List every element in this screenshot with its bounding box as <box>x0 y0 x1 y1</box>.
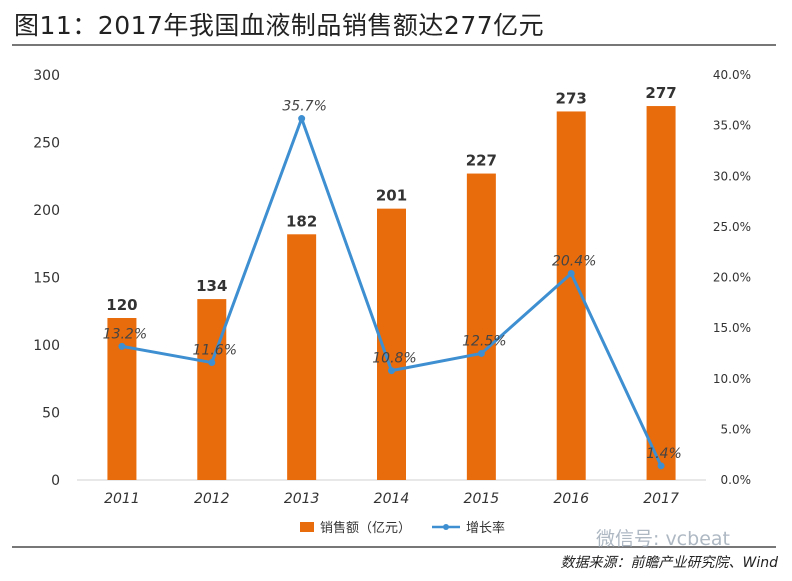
legend-line-marker <box>443 524 449 530</box>
watermark: 微信号: vcbeat <box>596 528 730 550</box>
bar-value-label: 273 <box>556 89 587 107</box>
right-axis-tick-label: 20.0% <box>713 271 751 285</box>
bar-series: 120 134 182 201 227 273 277 <box>106 84 677 481</box>
right-axis-tick-label: 25.0% <box>713 220 751 234</box>
left-axis-tick-label: 50 <box>42 406 60 422</box>
growth-rate-point <box>208 359 216 367</box>
x-axis-tick-label: 2011 <box>104 491 140 507</box>
right-axis-tick-label: 40.0% <box>713 68 751 82</box>
right-axis-tick-label: 5.0% <box>721 422 752 436</box>
footer-divider <box>12 546 776 548</box>
growth-rate-label: 20.4% <box>552 253 596 269</box>
left-axis-tick-label: 200 <box>33 203 60 219</box>
x-axis-tick-label: 2013 <box>284 491 320 507</box>
legend: 销售额（亿元） 增长率 <box>300 520 505 536</box>
left-axis-tick-label: 300 <box>33 68 60 84</box>
bar-value-label: 134 <box>196 277 227 295</box>
x-axis-tick-label: 2014 <box>374 491 410 507</box>
growth-rate-label: 35.7% <box>282 99 326 115</box>
growth-rate-label: 12.5% <box>462 333 506 349</box>
left-axis-tick-label: 0 <box>51 473 60 489</box>
bar-value-label: 201 <box>376 187 407 205</box>
growth-rate-point <box>657 462 665 470</box>
legend-bar-label: 销售额（亿元） <box>320 520 411 536</box>
right-axis-tick-label: 30.0% <box>713 169 751 183</box>
growth-rate-label: 13.2% <box>103 326 147 342</box>
bar <box>287 234 317 480</box>
title-divider <box>12 44 776 46</box>
line-series: 13.2% 11.6% 35.7% 10.8% 12.5% 20.4% 1.4% <box>103 99 682 470</box>
growth-rate-point <box>118 342 126 350</box>
bar <box>197 299 227 480</box>
right-axis-tick-label: 15.0% <box>713 321 751 335</box>
x-axis-tick-label: 2017 <box>643 491 679 507</box>
legend-line-label: 增长率 <box>466 520 505 536</box>
growth-rate-point <box>298 115 306 123</box>
right-axis-tick-label: 10.0% <box>713 372 751 386</box>
bar <box>466 173 496 481</box>
right-axis-tick-label: 35.0% <box>713 119 751 133</box>
growth-rate-label: 11.6% <box>193 343 237 359</box>
growth-rate-point <box>477 349 485 357</box>
x-axis-tick-label: 2012 <box>194 491 230 507</box>
right-axis-tick-label: 0.0% <box>721 473 752 487</box>
growth-rate-label: 1.4% <box>646 446 682 462</box>
left-axis-tick-label: 250 <box>33 136 60 152</box>
left-axis-tick-label: 100 <box>33 338 60 354</box>
bar <box>646 106 676 481</box>
bar-value-label: 227 <box>466 152 497 170</box>
x-axis-tick-label: 2016 <box>553 491 589 507</box>
bar-value-label: 120 <box>106 296 137 314</box>
left-y-axis: 0 50 100 150 200 250 300 <box>33 68 60 489</box>
right-y-axis: 0.0% 5.0% 10.0% 15.0% 20.0% 25.0% 30.0% 35.0% 40… <box>713 68 751 487</box>
chart-title: 图11：2017年我国血液制品销售额达277亿元 <box>14 11 545 40</box>
x-axis: 2011 2012 2013 2014 2015 2016 2017 <box>77 479 706 507</box>
left-axis-tick-label: 150 <box>33 271 60 287</box>
bar-value-label: 182 <box>286 212 317 230</box>
x-axis-tick-label: 2015 <box>464 491 500 507</box>
legend-bar-swatch <box>300 522 314 532</box>
growth-rate-label: 10.8% <box>372 351 416 367</box>
growth-rate-point <box>567 269 575 277</box>
bar-value-label: 277 <box>645 84 676 102</box>
source-note: 数据来源：前瞻产业研究院、Wind <box>560 555 779 571</box>
growth-rate-point <box>388 367 395 375</box>
